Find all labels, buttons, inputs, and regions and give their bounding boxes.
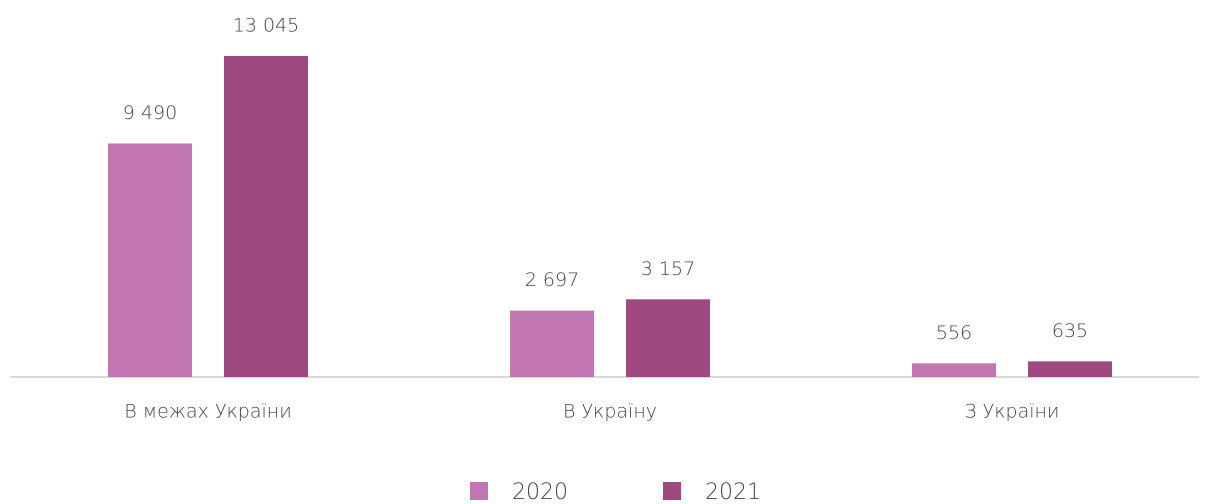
data-label: 2 697: [525, 269, 579, 291]
x-tick-label: В Україну: [563, 401, 657, 423]
data-label: 635: [1052, 320, 1088, 342]
bar: [1028, 361, 1112, 377]
x-tick-label: В межах України: [124, 401, 291, 423]
bar: [626, 299, 710, 377]
data-label: 3 157: [641, 258, 695, 280]
data-label: 556: [936, 322, 972, 344]
legend-swatch: [470, 482, 488, 500]
legend-label: 2021: [705, 480, 761, 504]
bar: [108, 143, 192, 377]
bar: [510, 310, 594, 377]
x-tick-label: З України: [965, 401, 1060, 423]
data-label: 9 490: [123, 102, 177, 124]
legend-label: 2020: [512, 480, 568, 504]
legend-swatch: [663, 482, 681, 500]
bar: [912, 363, 996, 377]
bar: [224, 56, 308, 377]
data-label: 13 045: [233, 15, 299, 37]
